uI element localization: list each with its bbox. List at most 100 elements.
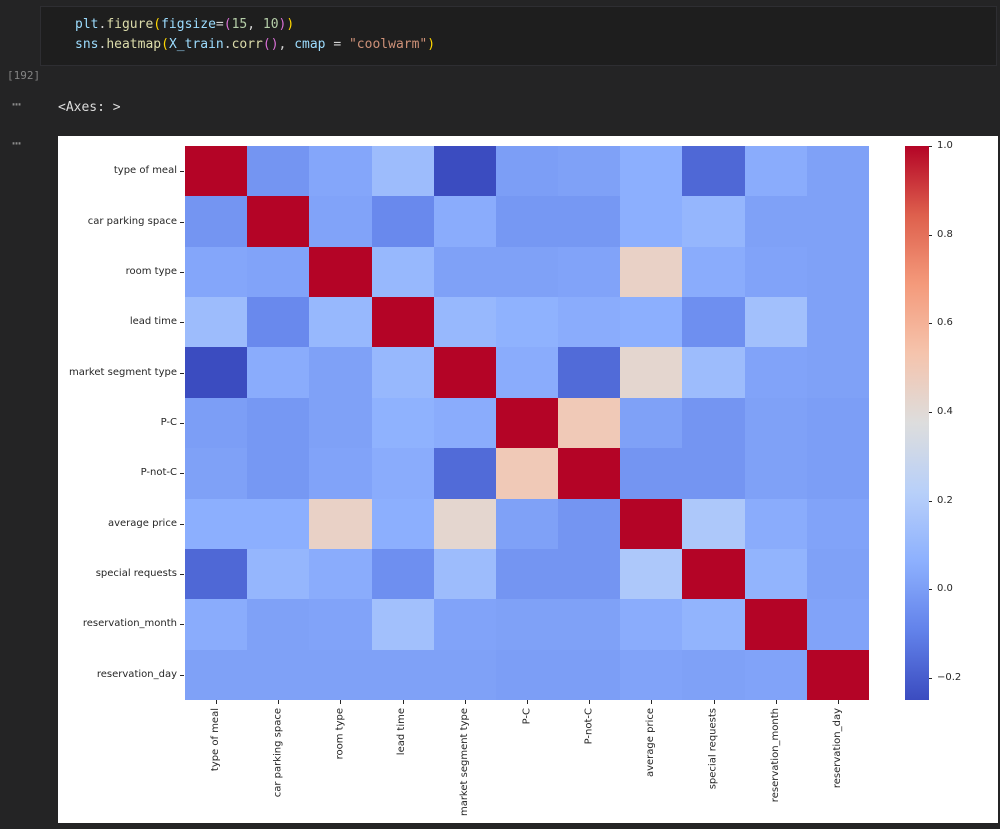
heatmap-cell <box>806 347 869 399</box>
code-token: X_train <box>168 37 224 52</box>
heatmap-cell <box>185 347 248 399</box>
code-token: sns <box>75 37 99 52</box>
heatmap-cell <box>309 397 373 449</box>
y-tick-mark <box>180 624 184 626</box>
code-cell: plt.figure(figsize=(15, 10)) sns.heatmap… <box>40 6 997 66</box>
heatmap-cell <box>185 649 248 700</box>
y-tick-mark <box>180 322 184 324</box>
heatmap-cell <box>495 297 559 349</box>
heatmap-cell <box>247 498 311 550</box>
heatmap-cell <box>309 347 373 399</box>
heatmap-cell <box>309 196 373 248</box>
heatmap-cell <box>185 146 248 198</box>
code-token: = <box>215 17 224 32</box>
heatmap-cell <box>247 246 311 298</box>
y-tick-label: P-not-C <box>140 467 177 479</box>
y-tick-label: market segment type <box>68 366 177 378</box>
heatmap-cell <box>309 146 373 198</box>
y-tick-label: room type <box>125 265 177 277</box>
code-token: ) <box>278 17 287 32</box>
heatmap-cell <box>309 297 373 349</box>
heatmap-cell <box>620 599 684 651</box>
code-token: figure <box>106 17 154 32</box>
y-tick-label: reservation_day <box>96 668 177 680</box>
colorbar-tick-mark <box>929 677 932 679</box>
heatmap-cell <box>806 448 869 500</box>
code-token: figsize <box>161 17 216 32</box>
heatmap-cell <box>247 599 311 651</box>
heatmap-cell <box>682 649 746 700</box>
x-tick-mark <box>527 700 528 704</box>
x-tick-mark <box>464 700 466 704</box>
x-tick-label: reservation_month <box>769 708 781 803</box>
colorbar-tick-label: −0.2 <box>937 671 962 683</box>
heatmap-cell <box>620 649 684 700</box>
code-token: . <box>223 37 232 52</box>
heatmap-cell <box>309 599 373 651</box>
x-tick-label: car parking space <box>272 708 284 798</box>
heatmap-cell <box>558 599 621 651</box>
heatmap-cell <box>495 246 559 298</box>
code-token: heatmap <box>106 37 162 52</box>
heatmap-cell <box>744 146 808 198</box>
heatmap-cell <box>371 347 435 399</box>
heatmap-cell <box>558 297 621 349</box>
x-tick-label: lead time <box>396 708 408 756</box>
heatmap-cell <box>620 548 684 600</box>
code-token: ) <box>270 37 279 52</box>
heatmap-cell <box>247 649 311 700</box>
cell-output-text: <Axes: > <box>58 100 121 115</box>
heatmap-cell <box>495 649 559 700</box>
heatmap-cell <box>495 548 559 600</box>
colorbar-tick-label: 0.8 <box>937 228 953 240</box>
colorbar-tick-label: 0.4 <box>937 405 953 417</box>
heatmap-cell <box>185 599 248 651</box>
heatmap-cell <box>247 297 311 349</box>
colorbar-tick-mark <box>929 500 932 502</box>
heatmap-cell <box>744 196 808 248</box>
heatmap-cell <box>247 347 311 399</box>
heatmap-cell <box>558 498 621 550</box>
heatmap-cell <box>309 498 373 550</box>
code-token: . <box>98 37 107 52</box>
heatmap-cell <box>371 498 435 550</box>
heatmap-cell <box>185 548 248 600</box>
colorbar-tick-label: 0.6 <box>937 317 953 329</box>
y-tick-label: P-C <box>160 417 177 428</box>
code-editor[interactable]: plt.figure(figsize=(15, 10)) sns.heatmap… <box>41 7 996 55</box>
code-token: , <box>278 37 295 52</box>
x-tick-mark <box>837 700 839 704</box>
execution-count-label: [192] <box>7 69 41 82</box>
heatmap-cell <box>682 347 746 399</box>
code-token: ) <box>286 17 295 32</box>
y-tick-label: car parking space <box>87 215 177 227</box>
heatmap-cell <box>185 397 248 449</box>
y-tick-mark <box>180 221 184 223</box>
y-tick-label: lead time <box>129 316 177 328</box>
code-token: 15 <box>231 17 248 32</box>
heatmap-cell <box>744 246 808 298</box>
heatmap-cell <box>682 448 746 500</box>
heatmap-cell <box>558 146 621 198</box>
output-menu-icon[interactable]: ⋯ <box>12 134 22 152</box>
heatmap-cell <box>744 498 808 550</box>
heatmap-cell <box>620 448 684 500</box>
heatmap-cell <box>495 347 559 399</box>
y-tick-label: special requests <box>95 568 177 580</box>
colorbar-tick-label: 1.0 <box>937 140 953 151</box>
code-token: corr <box>231 37 263 52</box>
heatmap-cell <box>371 146 435 198</box>
heatmap-cell <box>495 397 559 449</box>
output-menu-icon[interactable]: ⋯ <box>12 95 22 113</box>
heatmap-cell <box>371 599 435 651</box>
heatmap-cell <box>682 146 746 198</box>
code-token: ( <box>153 17 162 32</box>
code-token: ( <box>223 17 232 32</box>
colorbar-tick-mark <box>929 411 932 413</box>
heatmap-cell <box>620 246 684 298</box>
x-tick-label: special requests <box>707 708 719 790</box>
heatmap-cell <box>495 498 559 550</box>
code-token: "coolwarm" <box>348 37 428 52</box>
heatmap-cell <box>806 297 869 349</box>
heatmap-cell <box>744 599 808 651</box>
